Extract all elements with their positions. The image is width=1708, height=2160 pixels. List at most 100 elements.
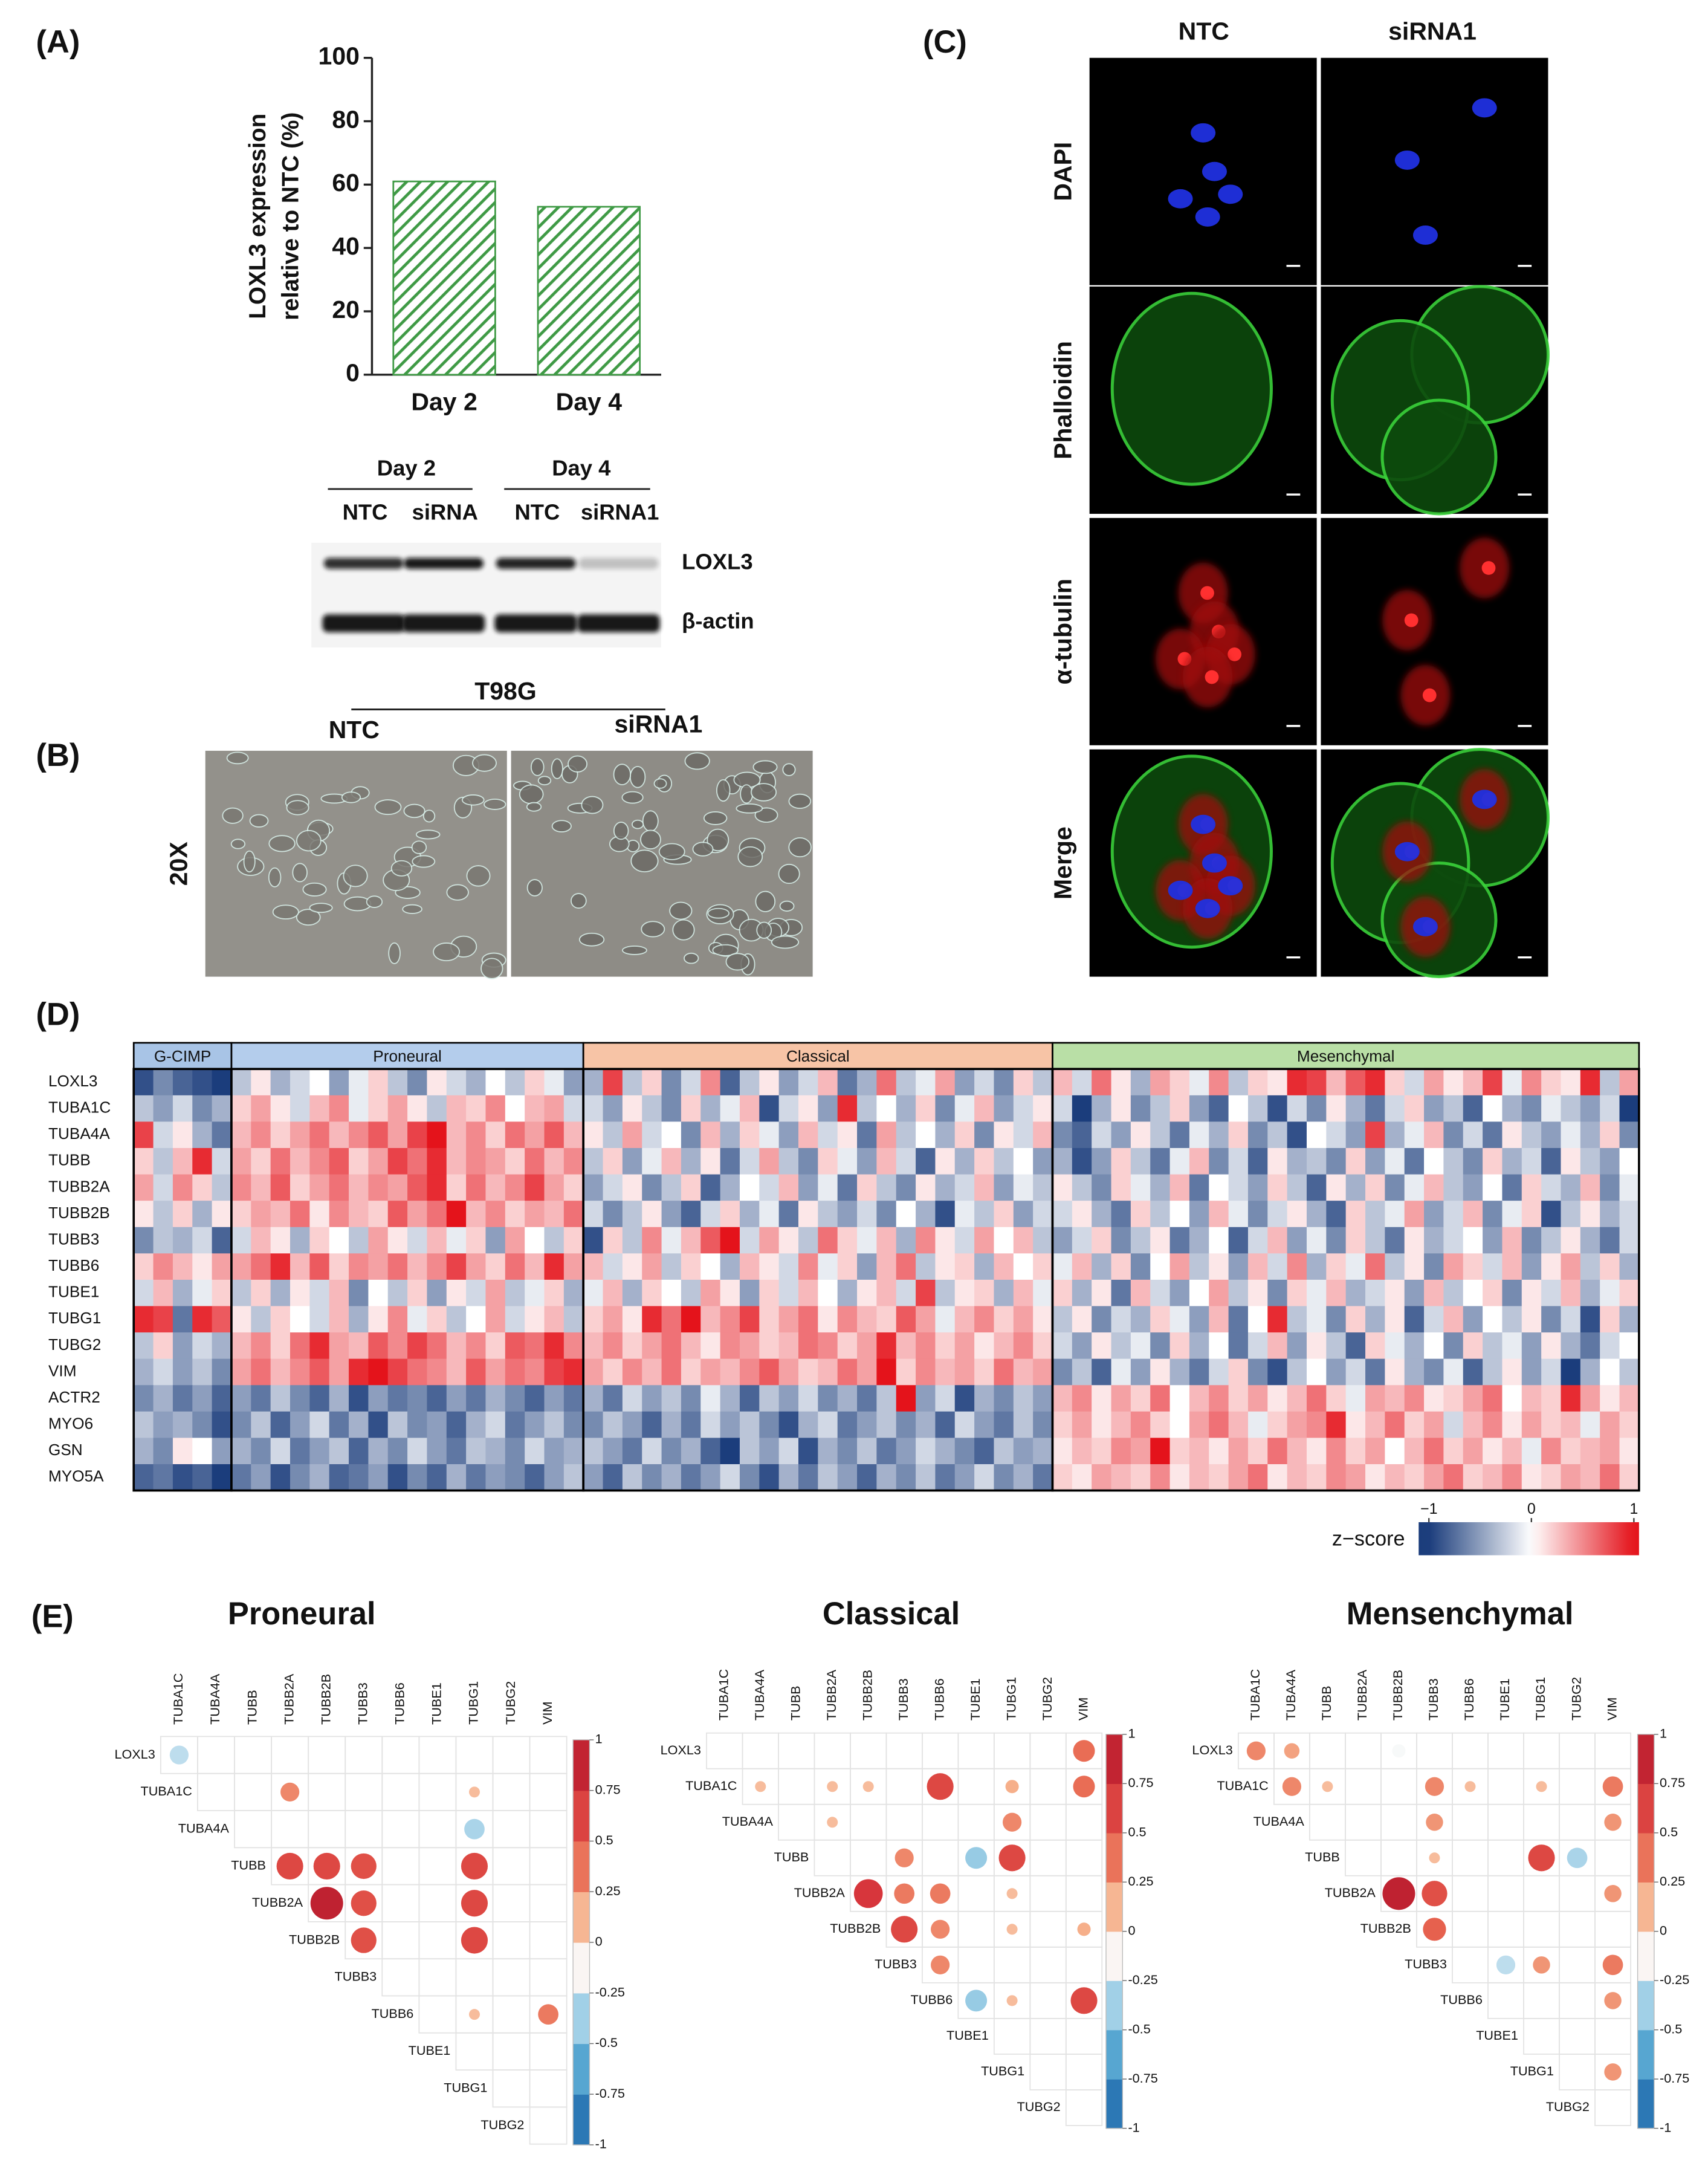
heatmap-cell [134, 1438, 154, 1465]
heatmap-cell [407, 1201, 428, 1228]
heatmap-cell [857, 1464, 878, 1491]
heatmap-cell [778, 1095, 799, 1123]
heatmap-cell [563, 1279, 584, 1307]
heatmap-cell [759, 1095, 780, 1123]
heatmap-cell [622, 1332, 642, 1360]
heatmap-cell [700, 1358, 721, 1386]
heatmap-cell [1033, 1438, 1053, 1465]
heatmap-cell [192, 1306, 213, 1333]
colorbar-tick-label: -0.25 [595, 1984, 625, 1999]
heatmap-cell [329, 1095, 349, 1123]
heatmap-cell [1443, 1358, 1464, 1386]
cell [613, 822, 629, 840]
heatmap-cell [1287, 1279, 1307, 1307]
heatmap-cell [681, 1411, 701, 1439]
heatmap-cell [876, 1069, 897, 1096]
heatmap-cell [1424, 1095, 1444, 1123]
heatmap-cell [1521, 1385, 1542, 1412]
heatmap-cell [1247, 1438, 1268, 1465]
heatmap-cell [1502, 1069, 1522, 1096]
cell [756, 921, 772, 939]
heatmap-cell [1111, 1121, 1131, 1149]
heatmap-cell [1521, 1253, 1542, 1280]
heatmap-cell [1111, 1069, 1131, 1096]
column-label: TUBB2B [1390, 1670, 1405, 1721]
heatmap-cell [916, 1253, 936, 1280]
grid-cell [529, 1736, 568, 1774]
heatmap-cell [661, 1095, 682, 1123]
colorbar-tick-label: 0.25 [1128, 1873, 1153, 1889]
grid-cell [492, 1995, 531, 2034]
grid-cell [197, 1736, 235, 1774]
heatmap-cell [994, 1174, 1014, 1201]
heatmap-cell [661, 1385, 682, 1412]
panel-label: (A) [36, 25, 80, 60]
heatmap-cell [1404, 1253, 1425, 1280]
heatmap-cell [1424, 1464, 1444, 1491]
heatmap-cell [134, 1227, 154, 1254]
heatmap-cell [954, 1148, 975, 1175]
heatmap-cell [876, 1227, 897, 1254]
cell [374, 799, 402, 816]
heatmap-cell [1228, 1121, 1249, 1149]
grid-cell [957, 1875, 995, 1912]
heatmap-cell [309, 1227, 330, 1254]
heatmap-cell [700, 1069, 721, 1096]
heatmap-cell [290, 1358, 311, 1386]
column-label: TUBA4A [207, 1673, 222, 1725]
row-label: TUBB6 [911, 1992, 953, 2007]
heatmap-cell [1385, 1306, 1405, 1333]
heatmap-cell [1326, 1411, 1347, 1439]
heatmap-cell [1424, 1332, 1444, 1360]
heatmap-cell [994, 1438, 1014, 1465]
grid-cell [1065, 1946, 1103, 1983]
heatmap-cell [896, 1174, 916, 1201]
heatmap-cell [1502, 1438, 1522, 1465]
heatmap-cell [485, 1332, 506, 1360]
row-label: TUBB3 [48, 1230, 99, 1248]
heatmap-cell [1502, 1174, 1522, 1201]
heatmap-cell [387, 1121, 408, 1149]
grid-cell [418, 1995, 457, 2034]
heatmap-cell [974, 1095, 995, 1123]
heatmap-cell [1072, 1201, 1092, 1228]
heatmap-cell [603, 1069, 623, 1096]
grid-cell [1029, 1946, 1067, 1983]
heatmap-cell [1150, 1227, 1171, 1254]
heatmap-cell [231, 1227, 251, 1254]
heatmap-cell [1013, 1095, 1034, 1123]
heatmap-cell [1267, 1411, 1288, 1439]
heatmap-cell [251, 1227, 271, 1254]
heatmap-cell [642, 1148, 662, 1175]
heatmap-cell [1365, 1201, 1386, 1228]
heatmap-cell [192, 1253, 213, 1280]
grid-cell [1029, 1982, 1067, 2019]
colorbar-segment [573, 1892, 590, 1943]
grid-cell [455, 2032, 494, 2071]
column-label: VIM [1604, 1698, 1619, 1721]
heatmap-cell [134, 1095, 154, 1123]
colorbar-tick-label: 0.5 [1128, 1824, 1146, 1840]
heatmap-cell [387, 1464, 408, 1491]
row-label: TUBB2A [794, 1885, 846, 1900]
heatmap-cell [1306, 1095, 1327, 1123]
heatmap-cell [446, 1438, 467, 1465]
heatmap-cell [349, 1358, 369, 1386]
heatmap-cell [954, 1279, 975, 1307]
heatmap-cell [916, 1385, 936, 1412]
correlation-circle [931, 1919, 950, 1939]
heatmap-cell [329, 1069, 349, 1096]
heatmap-cell [603, 1095, 623, 1123]
heatmap-cell [798, 1438, 819, 1465]
heatmap-cell [1267, 1385, 1288, 1412]
heatmap-cell [1619, 1358, 1640, 1386]
heatmap-cell [212, 1279, 232, 1307]
heatmap-cell [212, 1095, 232, 1123]
correlation-circle [313, 1852, 340, 1880]
heatmap-cell [1092, 1201, 1112, 1228]
cell [551, 758, 563, 779]
cell [230, 838, 246, 849]
heatmap-cell [916, 1174, 936, 1201]
heatmap-cell [1326, 1253, 1347, 1280]
